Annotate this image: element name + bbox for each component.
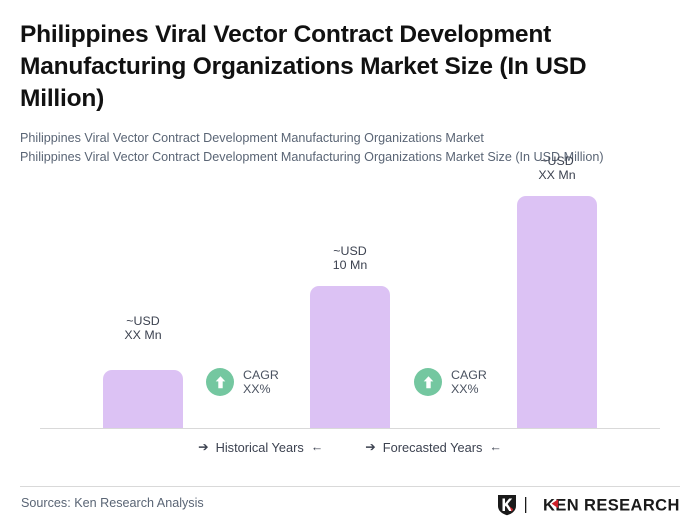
period-forecasted: ➔ Forecasted Years ← xyxy=(365,440,502,455)
subtitle-line-1: Philippines Viral Vector Contract Develo… xyxy=(20,131,484,145)
bar-value-line-1: ~USD xyxy=(333,244,367,258)
arrow-left-icon: ← xyxy=(489,440,502,455)
logo-separator-icon xyxy=(525,497,527,513)
ken-research-shield-icon xyxy=(498,495,516,516)
page-title: Philippines Viral Vector Contract Develo… xyxy=(20,21,587,112)
cagr-label: CAGR xyxy=(243,368,279,382)
logo-wordmark: KEN RESEARCH xyxy=(543,497,680,515)
bar-forecast-2[interactable] xyxy=(517,196,597,428)
arrow-right-icon: ➔ xyxy=(198,440,209,455)
cagr-text: CAGR XX% xyxy=(243,368,279,397)
bar-chart: ~USD XX Mn CAGR XX% ~USD 10 Mn xyxy=(0,154,700,455)
cagr-text: CAGR XX% xyxy=(451,368,487,397)
footer-divider xyxy=(20,486,680,487)
svg-text:KEN RESEARCH: KEN RESEARCH xyxy=(543,497,680,515)
sources-text: Sources: Ken Research Analysis xyxy=(21,496,204,510)
bar-value-line-2: 10 Mn xyxy=(332,258,368,273)
cagr-value: XX% xyxy=(243,382,271,397)
cagr-badge-historical[interactable]: CAGR XX% xyxy=(206,368,279,397)
bar-historical-1[interactable] xyxy=(103,370,183,428)
bar-value-label: ~USD XX Mn xyxy=(103,314,183,343)
arrow-right-icon: ➔ xyxy=(365,440,376,455)
bar-value-line-1: ~USD xyxy=(540,154,574,168)
chart-subtitle: Philippines Viral Vector Contract Develo… xyxy=(20,129,690,166)
subtitle-line-2: Philippines Viral Vector Contract Develo… xyxy=(20,149,604,164)
bar-value-line-2: XX Mn xyxy=(124,328,162,343)
arrow-left-icon: ← xyxy=(310,440,324,455)
chart-baseline xyxy=(40,428,660,429)
period-legend: ➔ Historical Years ← ➔ Forecasted Years … xyxy=(0,440,700,455)
period-forecasted-label: Forecasted Years xyxy=(382,440,483,455)
bar-value-label: ~USD 10 Mn xyxy=(310,244,390,273)
bar-value-line-2: XX Mn xyxy=(538,168,576,183)
period-historical: ➔ Historical Years ← xyxy=(198,440,323,455)
arrow-up-icon xyxy=(414,368,442,397)
arrow-up-icon xyxy=(206,368,234,397)
ken-research-logo: KEN RESEARCH xyxy=(497,494,683,516)
bar-value-label: ~USD XX Mn xyxy=(517,154,597,183)
bar-value-line-1: ~USD xyxy=(126,314,160,328)
cagr-value: XX% xyxy=(451,382,479,397)
period-historical-label: Historical Years xyxy=(215,440,304,455)
cagr-badge-forecasted[interactable]: CAGR XX% xyxy=(414,368,487,397)
bar-forecast-1[interactable] xyxy=(310,286,390,428)
cagr-label: CAGR xyxy=(451,368,487,382)
